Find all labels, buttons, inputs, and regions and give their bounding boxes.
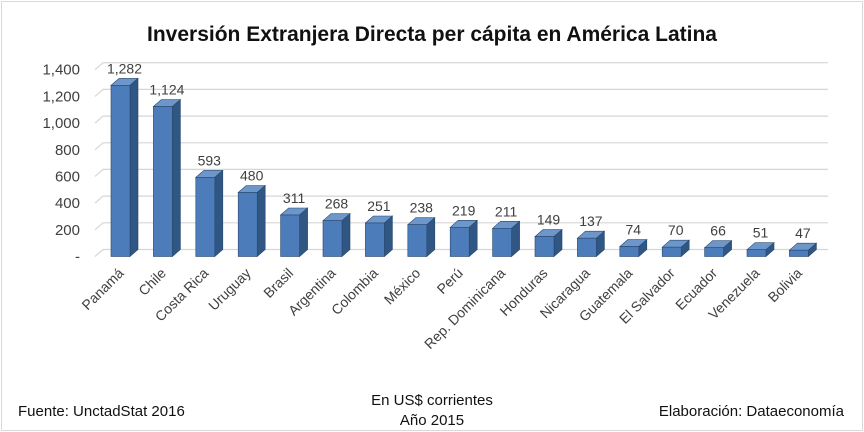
y-tick-label: 1,000 (42, 115, 80, 132)
bar-m-xico (407, 217, 436, 258)
elaboration-note: Elaboración: Dataeconomía (658, 403, 844, 420)
bar-front-face (195, 177, 216, 257)
bar-value-label: 251 (367, 198, 391, 214)
category-label-bolivia: Bolivia (765, 265, 806, 306)
bar-front-face (704, 247, 724, 257)
bar-value-label: 47 (795, 225, 811, 241)
bar-value-label: 137 (579, 213, 603, 229)
y-tick-label: 1,400 (42, 62, 80, 79)
bar-value-label: 593 (198, 152, 222, 168)
bar-venezuela (746, 242, 775, 258)
bar-front-face (577, 237, 597, 257)
year-line: Año 2015 (399, 412, 465, 429)
bar-side-face (256, 184, 266, 258)
y-tick-label: 1,200 (42, 88, 80, 105)
bar-honduras (534, 228, 563, 258)
y-tick-label: 200 (55, 222, 80, 239)
bar-panam- (110, 77, 139, 258)
category-label-panam-: Panamá (78, 265, 126, 313)
units-note: En US$ corrientes Año 2015 (0, 391, 864, 431)
bar-el-salvador (661, 239, 690, 258)
category-label-per-: Perú (434, 265, 466, 297)
category-label-colombia: Colombia (328, 265, 381, 318)
bar-value-label: 268 (325, 196, 349, 212)
bar-front-face (280, 214, 300, 257)
bar-front-face (322, 220, 343, 257)
bar-side-face (341, 213, 351, 258)
category-label-chile: Chile (135, 265, 169, 299)
bar-guatemala (619, 238, 648, 258)
bar-front-face (237, 192, 258, 257)
category-label-rep-dominicana: Rep. Dominicana (421, 265, 508, 352)
bar-front-face (407, 224, 428, 257)
category-label-brasil: Brasil (260, 265, 296, 301)
bar-argentina (322, 213, 351, 258)
y-tick-label: 600 (55, 168, 80, 185)
bar-side-face (299, 207, 308, 258)
bar-value-label: 51 (753, 225, 769, 241)
bar-side-face (426, 217, 436, 258)
bar-value-label: 1,282 (107, 60, 142, 76)
gridline (94, 142, 828, 151)
bar-front-face (534, 236, 555, 257)
bar-value-label: 66 (710, 223, 726, 239)
bar-colombia (364, 215, 394, 258)
bar-ecuador (703, 240, 733, 258)
bar-chile (152, 98, 182, 258)
bar-value-label: 74 (626, 222, 642, 238)
bar-front-face (492, 228, 512, 257)
source-note: Fuente: UnctadStat 2016 (18, 403, 185, 420)
y-tick-label: - (75, 249, 80, 266)
gridline (94, 88, 828, 97)
gridline (94, 62, 828, 71)
bar-front-face (110, 85, 131, 257)
category-label-m-xico: México (381, 265, 424, 308)
bar-side-face (129, 77, 139, 258)
bar-side-face (384, 215, 393, 258)
gridline (94, 168, 828, 177)
bar-nicaragua (576, 230, 606, 258)
bar-rep-dominicana (491, 220, 521, 258)
bar-front-face (449, 227, 470, 257)
y-axis-group: - 200 400 600 800 1,000 1,200 1,400 (42, 62, 80, 266)
bar-value-label: 311 (283, 190, 306, 206)
units-line: En US$ corrientes (371, 392, 493, 409)
gridline (94, 115, 828, 124)
bar-value-label: 70 (668, 222, 684, 238)
gridline (94, 195, 828, 204)
bar-per- (449, 219, 478, 258)
bar-value-label: 238 (410, 200, 434, 216)
bar-value-label: 1,124 (149, 82, 184, 98)
bar-bolivia (788, 242, 818, 258)
value-labels-group: 1,282 1,124 593 480 311 268 251 238 219 211 149 137… (107, 60, 811, 241)
gridlines-group (94, 62, 828, 257)
bars-group (110, 77, 818, 258)
bar-front-face (619, 246, 640, 257)
bar-side-face (214, 169, 224, 258)
y-tick-label: 800 (55, 142, 80, 159)
bar-value-label: 219 (452, 202, 476, 218)
category-label-uruguay: Uruguay (205, 265, 254, 314)
bar-uruguay (237, 184, 266, 258)
bar-value-label: 480 (240, 168, 264, 184)
bar-value-label: 149 (537, 212, 561, 228)
bar-side-face (172, 98, 181, 258)
bar-costa-rica (195, 169, 224, 258)
gridline (94, 222, 828, 231)
bar-value-label: 211 (495, 203, 518, 219)
bar-front-face (789, 249, 809, 257)
chart-title: Inversión Extranjera Directa per cápita … (147, 23, 717, 47)
bar-front-face (661, 246, 682, 257)
bar-front-face (153, 106, 173, 257)
bar-front-face (365, 222, 385, 257)
bar-brasil (279, 207, 309, 258)
y-tick-label: 400 (55, 195, 80, 212)
bar-front-face (746, 249, 767, 257)
